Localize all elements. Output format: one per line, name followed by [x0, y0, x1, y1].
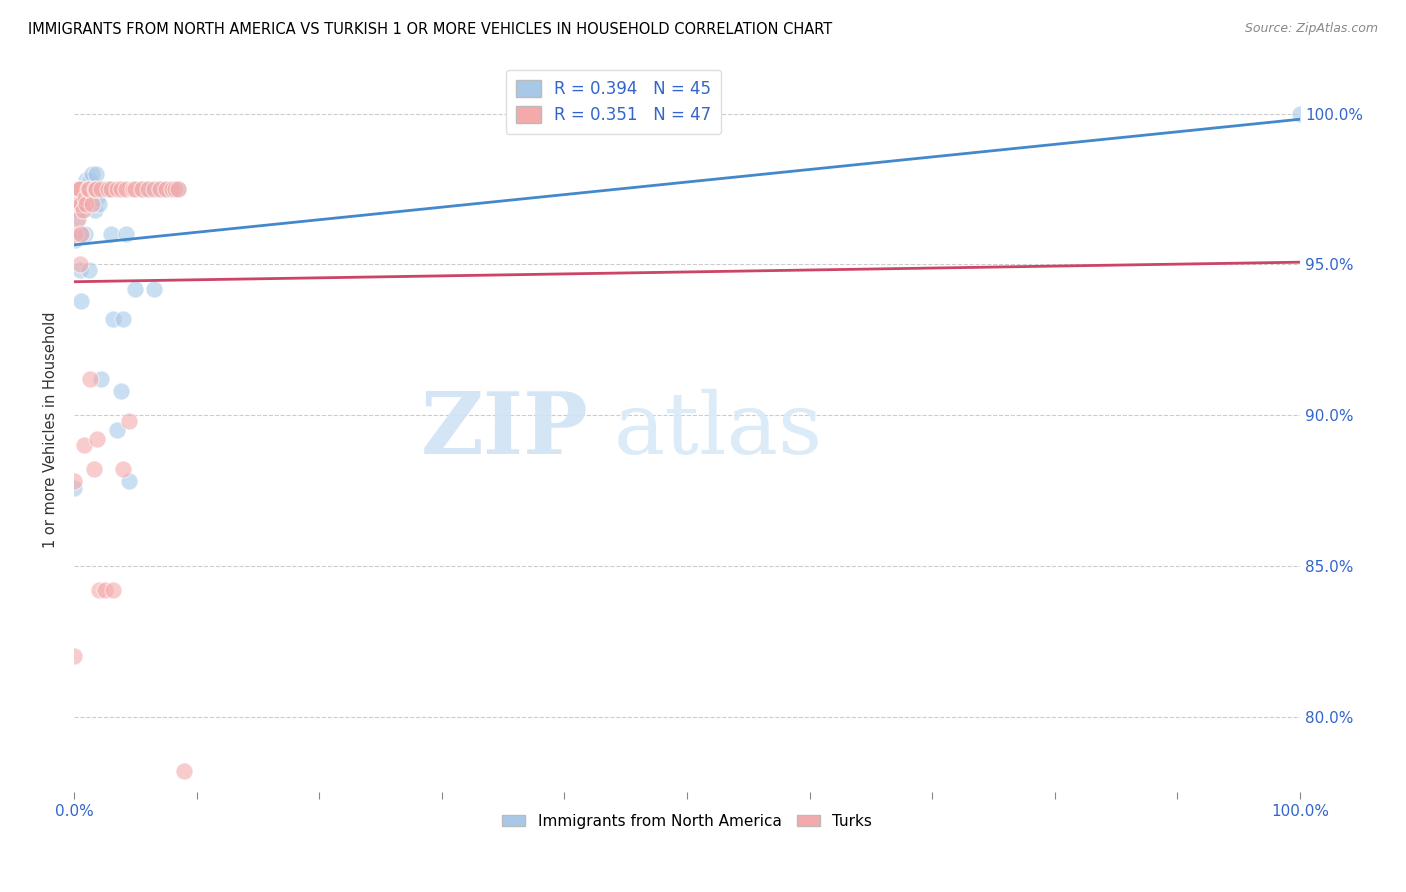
- Point: [69, 227, 91, 242]
- Point: [63, 481, 86, 495]
- Point: [65, 227, 87, 242]
- Point: [84, 182, 107, 196]
- Point: [84, 167, 107, 181]
- Point: [131, 182, 153, 196]
- Point: [83, 182, 105, 196]
- Point: [66, 212, 89, 227]
- Point: [93, 582, 115, 597]
- Point: [82, 197, 104, 211]
- Point: [76, 182, 98, 196]
- Point: [93, 182, 115, 196]
- Point: [112, 462, 135, 476]
- Point: [142, 282, 165, 296]
- Point: [90, 372, 112, 386]
- Point: [67, 182, 90, 196]
- Point: [118, 414, 141, 428]
- Point: [75, 197, 97, 211]
- Point: [86, 191, 108, 205]
- Point: [76, 182, 98, 196]
- Point: [79, 173, 101, 187]
- Point: [70, 197, 93, 211]
- Point: [75, 227, 97, 242]
- Point: [72, 203, 94, 218]
- Point: [167, 182, 190, 196]
- Point: [75, 173, 97, 187]
- Point: [114, 182, 136, 196]
- Point: [75, 182, 97, 196]
- Point: [82, 167, 104, 181]
- Point: [77, 263, 100, 277]
- Point: [67, 197, 90, 211]
- Point: [67, 203, 90, 218]
- Point: [72, 203, 94, 218]
- Point: [173, 764, 195, 778]
- Point: [142, 182, 165, 196]
- Point: [69, 182, 91, 196]
- Point: [70, 293, 93, 308]
- Point: [105, 423, 128, 437]
- Legend: Immigrants from North America, Turks: Immigrants from North America, Turks: [496, 808, 877, 835]
- Point: [73, 182, 96, 196]
- Point: [163, 182, 186, 196]
- Point: [63, 649, 86, 664]
- Point: [87, 197, 110, 211]
- Point: [84, 182, 107, 196]
- Point: [103, 582, 125, 597]
- Text: atlas: atlas: [613, 389, 823, 472]
- Point: [1289, 107, 1312, 121]
- Point: [118, 475, 141, 489]
- Point: [155, 182, 177, 196]
- Point: [65, 233, 87, 247]
- Y-axis label: 1 or more Vehicles in Household: 1 or more Vehicles in Household: [44, 312, 58, 549]
- Point: [69, 257, 91, 271]
- Point: [70, 227, 93, 242]
- Point: [149, 182, 172, 196]
- Point: [73, 438, 96, 452]
- Point: [149, 182, 172, 196]
- Point: [86, 432, 108, 446]
- Point: [124, 282, 146, 296]
- Point: [155, 182, 177, 196]
- Point: [136, 182, 159, 196]
- Point: [70, 227, 93, 242]
- Text: IMMIGRANTS FROM NORTH AMERICA VS TURKISH 1 OR MORE VEHICLES IN HOUSEHOLD CORRELA: IMMIGRANTS FROM NORTH AMERICA VS TURKISH…: [28, 22, 832, 37]
- Point: [65, 182, 87, 196]
- Point: [97, 182, 120, 196]
- Text: Source: ZipAtlas.com: Source: ZipAtlas.com: [1244, 22, 1378, 36]
- Point: [110, 384, 132, 398]
- Point: [110, 182, 132, 196]
- Point: [131, 182, 153, 196]
- Point: [66, 197, 89, 211]
- Point: [63, 475, 86, 489]
- Point: [83, 462, 105, 476]
- Point: [160, 182, 183, 196]
- Point: [87, 582, 110, 597]
- Point: [77, 182, 100, 196]
- Text: ZIP: ZIP: [422, 388, 589, 472]
- Point: [100, 182, 122, 196]
- Point: [90, 182, 112, 196]
- Point: [69, 263, 91, 277]
- Point: [100, 227, 122, 242]
- Point: [103, 311, 125, 326]
- Point: [122, 182, 145, 196]
- Point: [80, 182, 103, 196]
- Point: [65, 212, 87, 227]
- Point: [105, 182, 128, 196]
- Point: [67, 182, 90, 196]
- Point: [114, 227, 136, 242]
- Point: [97, 182, 120, 196]
- Point: [124, 182, 146, 196]
- Point: [65, 191, 87, 205]
- Point: [75, 191, 97, 205]
- Point: [84, 203, 107, 218]
- Point: [112, 311, 135, 326]
- Point: [66, 182, 89, 196]
- Point: [79, 372, 101, 386]
- Point: [136, 182, 159, 196]
- Point: [65, 182, 87, 196]
- Point: [167, 182, 190, 196]
- Point: [160, 182, 183, 196]
